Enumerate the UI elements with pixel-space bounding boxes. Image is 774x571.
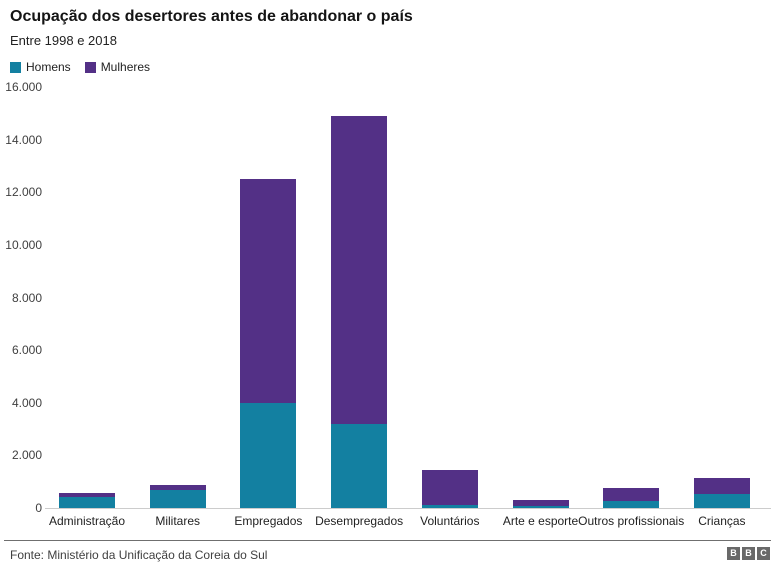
- legend: Homens Mulheres: [10, 60, 150, 74]
- chart-subtitle: Entre 1998 e 2018: [10, 33, 117, 48]
- x-axis-line: [45, 508, 771, 509]
- bar-segment-homens-voluntarios: [421, 505, 478, 508]
- x-axis-category-label: Militares: [155, 514, 201, 528]
- y-axis-tick-label: 14.000: [5, 132, 42, 147]
- bar-segment-mulheres-criancas: [693, 478, 750, 495]
- y-axis-tick-label: 16.000: [5, 80, 42, 94]
- x-axis-category-label: Desempregados: [315, 514, 404, 528]
- x-axis-category-label: Voluntários: [420, 514, 480, 528]
- bbc-logo-block: B: [727, 547, 740, 560]
- y-axis-tick-label: 10.000: [5, 237, 42, 252]
- x-axis-category-label: Empregados: [234, 514, 303, 528]
- footer-divider: [4, 540, 771, 541]
- bar-segment-homens-criancas: [693, 494, 750, 508]
- bar-segment-homens-arte-e-esporte: [512, 505, 569, 508]
- bar-segment-homens-outros-profissionais: [603, 500, 660, 508]
- bbc-logo: B B C: [727, 547, 770, 560]
- bbc-logo-block: B: [742, 547, 755, 560]
- bar-segment-homens-militares: [149, 490, 206, 508]
- legend-label-mulheres: Mulheres: [100, 60, 151, 74]
- y-axis-tick-label: 8.000: [11, 290, 42, 305]
- bar-segment-mulheres-administracao: [59, 493, 115, 497]
- bar-segment-mulheres-desempregados: [331, 115, 388, 424]
- bbc-logo-block: C: [757, 547, 770, 560]
- x-axis-category-label: Outros profissionais: [578, 514, 685, 528]
- legend-item-homens: Homens: [10, 60, 71, 74]
- bar-segment-mulheres-outros-profissionais: [603, 488, 660, 501]
- bar-segment-homens-empregados: [240, 402, 297, 508]
- y-axis-tick-label: 2.000: [11, 448, 42, 463]
- legend-label-homens: Homens: [26, 60, 71, 74]
- y-axis-tick-label: 6.000: [11, 343, 42, 358]
- x-axis-category-label: Administração: [48, 514, 126, 528]
- y-axis-tick-label: 0: [35, 501, 42, 515]
- chart-title: Ocupação dos desertores antes de abandon…: [10, 8, 413, 25]
- bar-segment-mulheres-arte-e-esporte: [512, 499, 569, 506]
- bar-segment-mulheres-voluntarios: [421, 470, 478, 506]
- bar-segment-homens-administracao: [59, 496, 115, 508]
- bar-segment-mulheres-empregados: [240, 179, 297, 403]
- x-axis-category-label: Crianças: [698, 514, 746, 528]
- x-axis-category-label: Arte e esporte: [502, 514, 579, 528]
- y-axis-tick-label: 12.000: [5, 185, 42, 200]
- mulheres-swatch-icon: [84, 61, 96, 73]
- bar-segment-mulheres-militares: [149, 485, 206, 491]
- source-note: Fonte: Ministério da Unificação da Corei…: [10, 548, 268, 562]
- homens-swatch-icon: [10, 61, 21, 73]
- bar-segment-homens-desempregados: [331, 423, 388, 508]
- legend-item-mulheres: Mulheres: [84, 60, 151, 74]
- y-axis-tick-label: 4.000: [11, 395, 42, 410]
